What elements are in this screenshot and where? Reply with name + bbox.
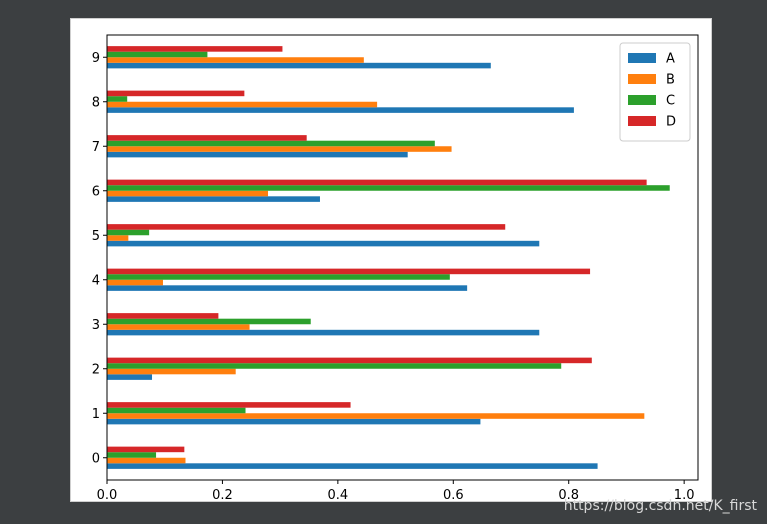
bar-C-6 [107, 185, 670, 191]
bar-D-5 [107, 224, 506, 230]
bar-A-9 [107, 62, 491, 69]
bar-B-4 [107, 279, 163, 286]
bar-D-8 [107, 90, 245, 97]
legend-label-A: A [666, 52, 675, 67]
x-tick-label: 1.0 [674, 488, 695, 501]
bar-D-9 [107, 46, 283, 52]
plot-area-border [106, 34, 699, 481]
y-tick-label: 6 [92, 184, 100, 199]
bar-B-5 [107, 235, 129, 241]
bar-A-7 [107, 151, 408, 158]
y-tick-label: 9 [92, 51, 100, 66]
legend-label-D: D [666, 115, 676, 130]
x-tick-label: 0.8 [558, 488, 579, 501]
bar-D-6 [107, 179, 647, 186]
bar-C-8 [107, 96, 128, 102]
bar-A-5 [107, 240, 540, 247]
bar-B-6 [107, 190, 269, 197]
bar-B-7 [107, 146, 452, 152]
bar-B-2 [107, 368, 236, 375]
x-tick-label: 0.2 [212, 488, 233, 501]
bar-D-1 [107, 402, 351, 408]
bar-C-1 [107, 407, 246, 414]
bar-D-7 [107, 135, 307, 141]
bar-C-2 [107, 363, 562, 369]
legend-swatch-C [628, 95, 656, 105]
x-tick-label: 0.0 [97, 488, 118, 501]
bar-A-3 [107, 329, 540, 336]
x-tick-label: 0.6 [443, 488, 464, 501]
bar-A-8 [107, 107, 574, 113]
y-tick-label: 8 [92, 95, 100, 110]
bar-B-1 [107, 413, 645, 419]
legend-swatch-A [628, 53, 656, 63]
bar-C-4 [107, 274, 450, 280]
y-tick-label: 1 [92, 407, 100, 422]
bar-B-0 [107, 457, 186, 464]
bar-C-5 [107, 229, 150, 236]
bar-A-2 [107, 374, 153, 380]
bar-B-3 [107, 324, 250, 330]
bar-B-8 [107, 101, 378, 108]
bar-A-6 [107, 196, 320, 202]
y-tick-label: 3 [92, 318, 100, 333]
bar-D-3 [107, 313, 219, 319]
bar-C-3 [107, 318, 311, 325]
legend-label-B: B [666, 73, 675, 88]
y-tick-label: 4 [92, 273, 100, 288]
bar-C-7 [107, 140, 435, 147]
figure-frame: 0 1 2 3 4 5 6 7 8 9 0.0 0.2 0.4 0.6 0.8 1.0 A B C D [70, 18, 712, 502]
legend-swatch-B [628, 74, 656, 84]
watermark-text: https://blog.csdn.net/K_first [563, 498, 757, 514]
bar-A-4 [107, 285, 468, 291]
x-tick-label: 0.4 [328, 488, 349, 501]
y-tick-label: 0 [92, 451, 100, 466]
y-tick-label: 5 [92, 229, 100, 244]
bar-B-9 [107, 57, 364, 63]
legend-swatch-D [628, 116, 656, 126]
bar-D-0 [107, 446, 185, 453]
bar-C-9 [107, 51, 208, 58]
y-tick-label: 7 [92, 140, 100, 155]
bar-A-1 [107, 418, 481, 425]
y-tick-label: 2 [92, 362, 100, 377]
bar-D-4 [107, 268, 591, 275]
legend-label-C: C [666, 94, 675, 109]
bar-D-2 [107, 357, 592, 364]
bar-A-0 [107, 463, 598, 469]
bar-C-0 [107, 452, 157, 458]
